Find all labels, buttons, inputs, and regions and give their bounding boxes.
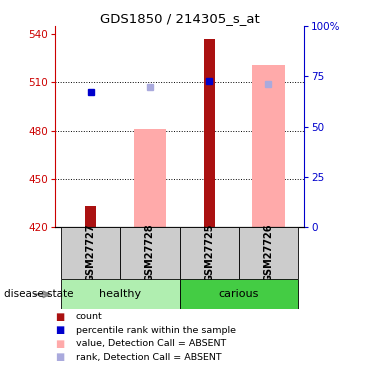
Text: GSM27726: GSM27726 (263, 224, 274, 282)
Text: GSM27727: GSM27727 (86, 224, 96, 282)
Bar (239, 227, 298, 279)
Text: carious: carious (218, 290, 259, 299)
Text: rank, Detection Call = ABSENT: rank, Detection Call = ABSENT (76, 353, 222, 362)
Text: ■: ■ (55, 312, 64, 322)
Title: GDS1850 / 214305_s_at: GDS1850 / 214305_s_at (100, 12, 260, 25)
Bar (86, 206, 96, 227)
Bar (252, 65, 285, 227)
Text: disease state: disease state (4, 290, 73, 299)
Text: GSM27725: GSM27725 (204, 224, 214, 282)
Text: value, Detection Call = ABSENT: value, Detection Call = ABSENT (76, 339, 226, 348)
Bar (120, 227, 179, 279)
Bar (179, 279, 298, 309)
Bar (61, 279, 179, 309)
Text: ■: ■ (55, 339, 64, 349)
Text: percentile rank within the sample: percentile rank within the sample (76, 326, 236, 335)
Text: GSM27728: GSM27728 (145, 224, 155, 282)
Bar (134, 129, 166, 227)
Text: healthy: healthy (99, 290, 141, 299)
Text: count: count (76, 312, 103, 321)
Bar (61, 227, 120, 279)
Bar (179, 227, 239, 279)
Text: ■: ■ (55, 326, 64, 335)
Text: ■: ■ (55, 352, 64, 362)
Bar (204, 39, 215, 227)
